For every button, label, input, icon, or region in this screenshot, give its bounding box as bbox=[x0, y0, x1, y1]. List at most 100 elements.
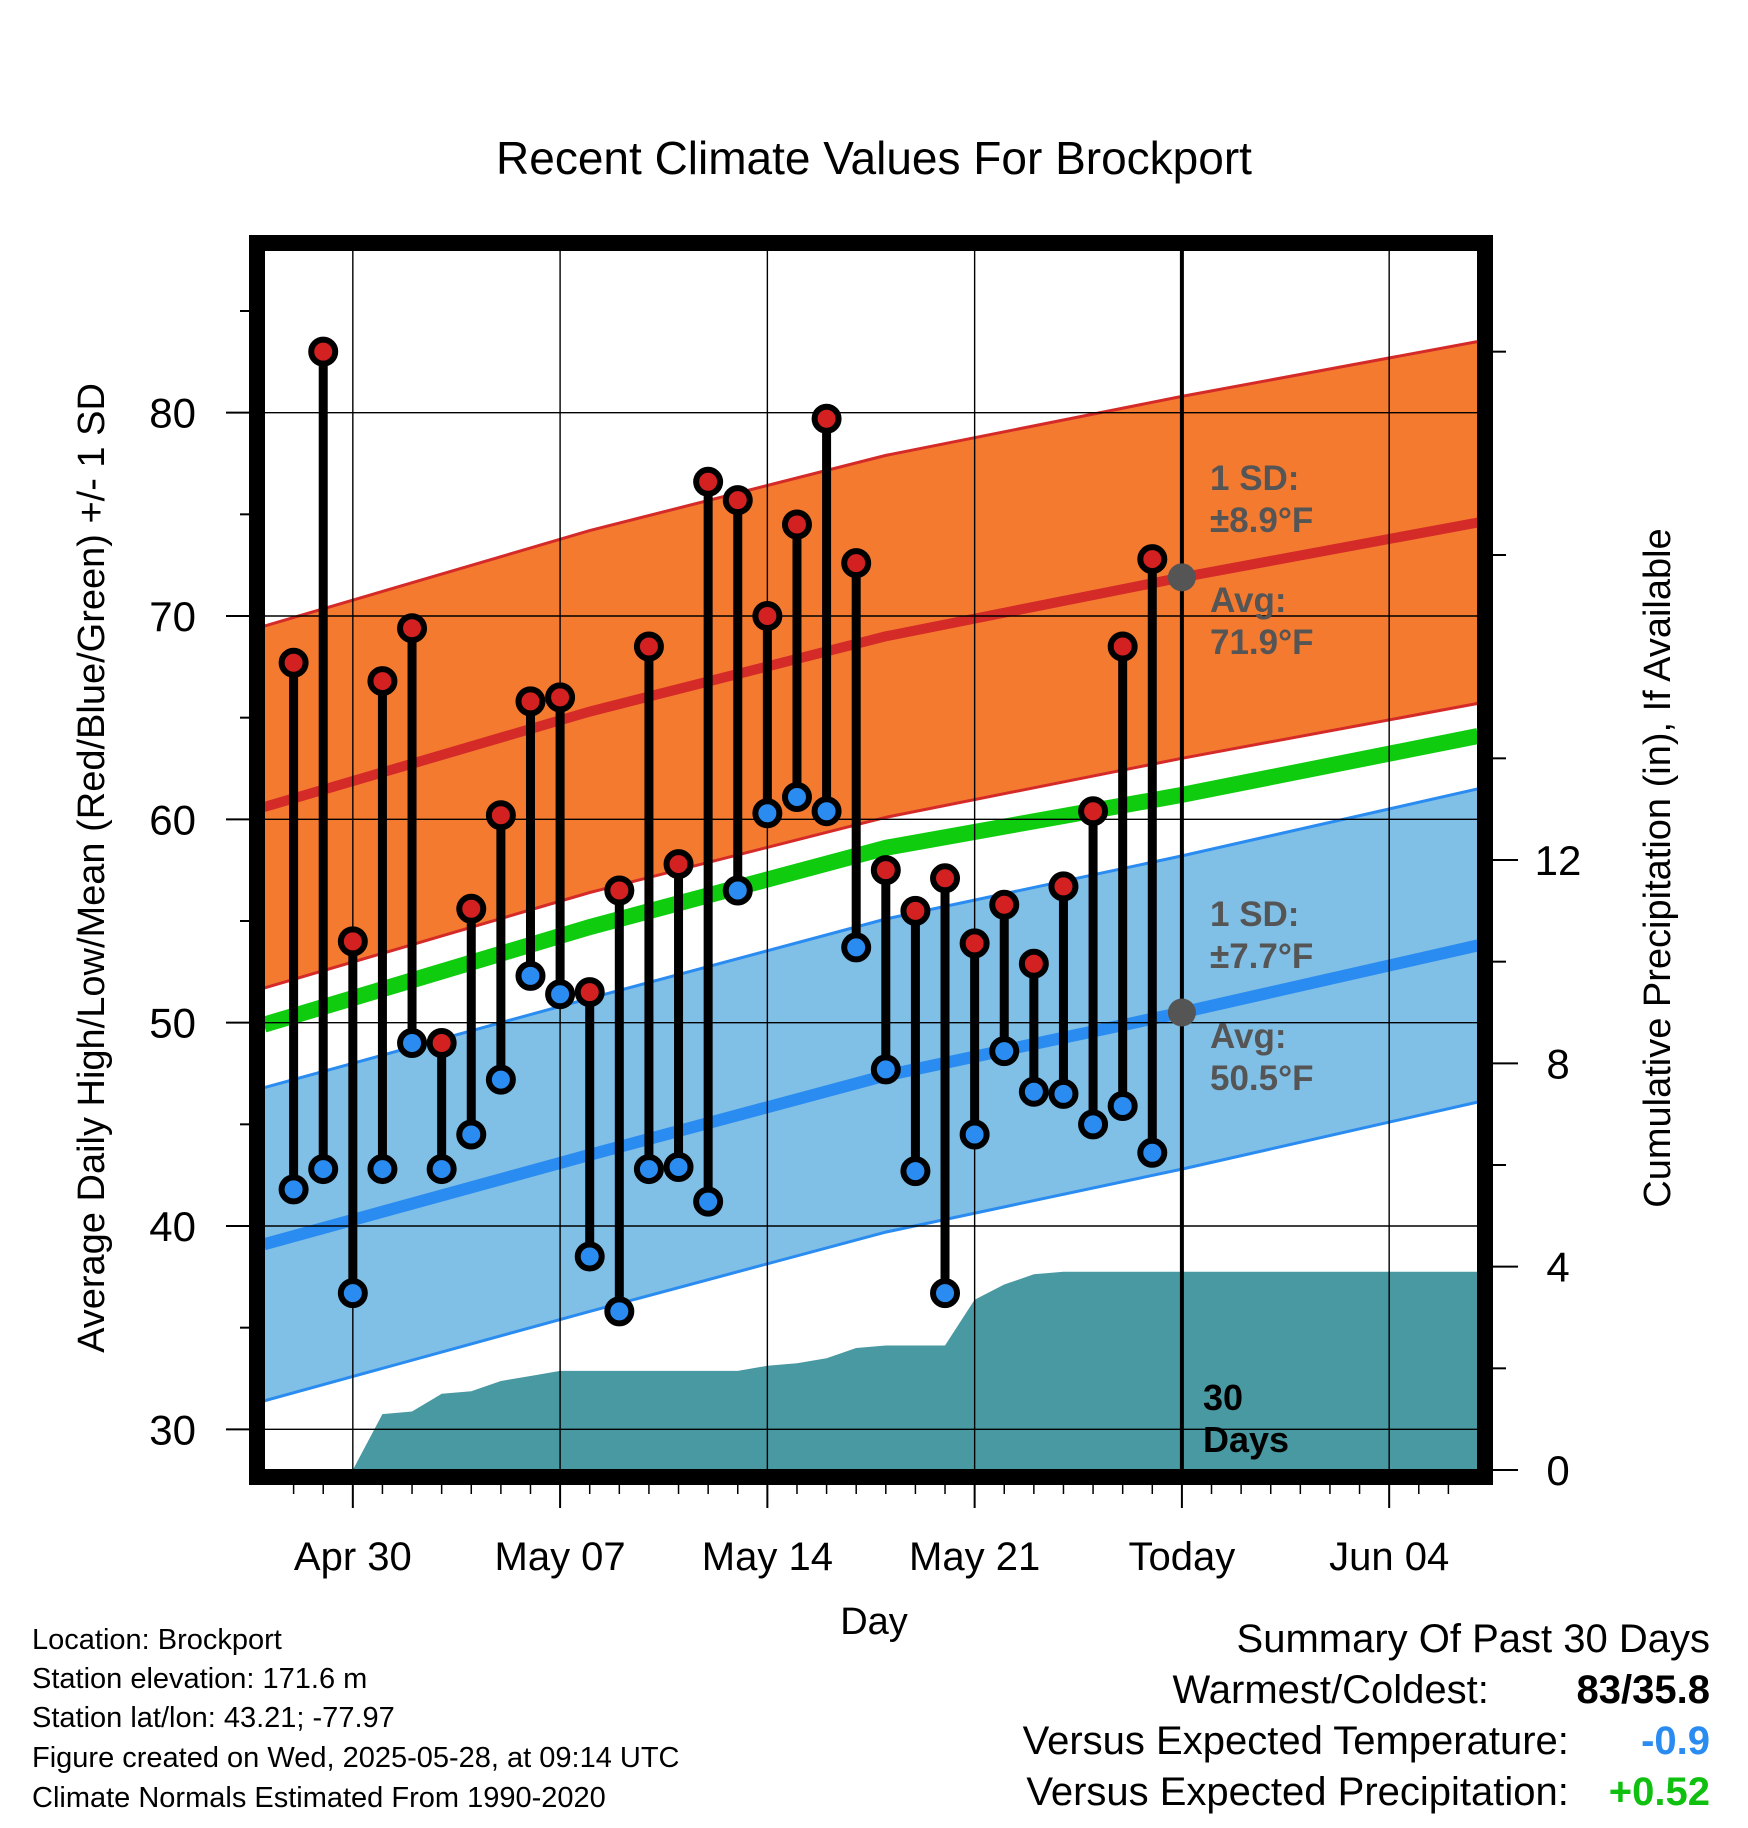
low-avg-value: 50.5°F bbox=[1210, 1059, 1314, 1098]
high-band-lower-edge bbox=[263, 701, 1479, 990]
summary-warm-cold-row: Warmest/Coldest: 83/35.8 bbox=[1173, 1668, 1711, 1713]
warm-cold-value: 83/35.8 bbox=[1576, 1668, 1710, 1712]
daily-low-point bbox=[811, 796, 842, 827]
y2-tick-label: 0 bbox=[1546, 1447, 1569, 1494]
today-high-normal-marker bbox=[1167, 563, 1196, 592]
low-sd-band bbox=[264, 788, 1478, 1401]
x-tick-label: May 21 bbox=[909, 1535, 1040, 1579]
daily-low-point bbox=[397, 1028, 428, 1058]
daily-high-point bbox=[1107, 631, 1138, 662]
x-tick-label: Apr 30 bbox=[294, 1535, 412, 1579]
daily-high-point bbox=[722, 485, 753, 516]
y-tick-label: 70 bbox=[149, 593, 196, 640]
daily-high-point bbox=[959, 928, 990, 959]
daily-high-point bbox=[574, 977, 605, 1008]
daily-high-point bbox=[367, 666, 398, 697]
daily-low-point bbox=[485, 1064, 516, 1095]
daily-low-point bbox=[989, 1036, 1020, 1067]
daily-high-point bbox=[397, 613, 428, 644]
low-avg-label: Avg: bbox=[1210, 1017, 1286, 1056]
daily-low-point bbox=[545, 979, 576, 1010]
daily-high-point bbox=[781, 509, 812, 540]
high-band-upper-edge bbox=[263, 340, 1479, 628]
high-normal-line bbox=[262, 517, 1479, 812]
summary-title: Summary Of Past 30 Days bbox=[1236, 1617, 1710, 1661]
daily-low-point bbox=[722, 875, 753, 906]
daily-low-point bbox=[1018, 1076, 1049, 1107]
y-tick-label: 80 bbox=[149, 390, 196, 437]
today-low-normal-marker bbox=[1167, 998, 1196, 1027]
x-axis-label: Day bbox=[840, 1601, 908, 1643]
chart-title: Recent Climate Values For Brockport bbox=[496, 132, 1252, 184]
y2-tick-label: 8 bbox=[1546, 1040, 1569, 1087]
precip-vs-expected-label: Versus Expected Precipitation: bbox=[1026, 1770, 1569, 1814]
normals-text: Climate Normals Estimated From 1990-2020 bbox=[32, 1782, 606, 1814]
daily-low-point bbox=[337, 1278, 368, 1309]
daily-low-point bbox=[870, 1054, 901, 1085]
temp-vs-expected-value: -0.9 bbox=[1641, 1719, 1710, 1763]
daily-high-point bbox=[1078, 796, 1109, 827]
low-band-lower-edge bbox=[263, 1100, 1479, 1403]
daily-high-point bbox=[1048, 871, 1079, 902]
daily-low-point bbox=[930, 1278, 961, 1309]
high-sd-band bbox=[264, 341, 1478, 989]
daily-low-point bbox=[752, 798, 783, 829]
high-avg-value: 71.9°F bbox=[1210, 623, 1314, 662]
daily-high-point bbox=[278, 647, 309, 678]
daily-low-point bbox=[781, 781, 812, 812]
high-sd-label: 1 SD: bbox=[1210, 459, 1299, 498]
summary-temp-row: Versus Expected Temperature: -0.9 bbox=[1023, 1719, 1710, 1764]
daily-low-point bbox=[367, 1154, 398, 1185]
days-count-label: 30 bbox=[1203, 1377, 1243, 1418]
x-tick-label: May 14 bbox=[702, 1535, 833, 1579]
daily-low-point bbox=[1078, 1109, 1109, 1140]
y-tick-label: 30 bbox=[149, 1406, 196, 1453]
created-text: Figure created on Wed, 2025-05-28, at 09… bbox=[32, 1742, 680, 1774]
daily-high-point bbox=[337, 926, 368, 957]
daily-high-point bbox=[841, 548, 872, 579]
y-axis-label: Average Daily High/Low/Mean (Red/Blue/Gr… bbox=[71, 383, 113, 1353]
daily-high-point bbox=[485, 800, 516, 831]
daily-low-point bbox=[633, 1154, 664, 1185]
daily-low-point bbox=[900, 1156, 931, 1187]
daily-high-point bbox=[870, 855, 901, 886]
cumulative-precip-area bbox=[352, 1271, 1478, 1470]
daily-low-point bbox=[663, 1152, 694, 1183]
plot-frame bbox=[249, 235, 1493, 1485]
x-tick-label: Today bbox=[1129, 1535, 1236, 1579]
y-tick-label: 50 bbox=[149, 1000, 196, 1047]
y2-axis-label: Cumulative Precipitation (in), If Availa… bbox=[1637, 528, 1679, 1207]
daily-low-point bbox=[959, 1119, 990, 1150]
y2-tick-label: 4 bbox=[1546, 1244, 1569, 1291]
daily-low-point bbox=[574, 1241, 605, 1272]
precip-vs-expected-value: +0.52 bbox=[1608, 1770, 1710, 1814]
y-tick-label: 40 bbox=[149, 1203, 196, 1250]
daily-high-point bbox=[604, 875, 635, 906]
daily-high-point bbox=[308, 336, 339, 367]
temp-vs-expected-label: Versus Expected Temperature: bbox=[1022, 1719, 1569, 1763]
days-word-label: Days bbox=[1203, 1419, 1289, 1460]
mean-normal-line bbox=[261, 728, 1480, 1033]
low-sd-label: 1 SD: bbox=[1210, 895, 1299, 934]
daily-high-point bbox=[545, 682, 576, 713]
location-text: Location: Brockport bbox=[32, 1624, 282, 1656]
daily-high-point bbox=[752, 601, 783, 631]
daily-low-point bbox=[515, 960, 546, 991]
daily-high-point bbox=[900, 895, 931, 926]
daily-low-point bbox=[1048, 1078, 1079, 1109]
daily-high-point bbox=[1018, 948, 1049, 979]
y-tick-label: 60 bbox=[149, 796, 196, 843]
daily-high-point bbox=[515, 686, 546, 717]
x-tick-label: Jun 04 bbox=[1329, 1535, 1449, 1579]
high-avg-label: Avg: bbox=[1210, 581, 1286, 620]
daily-low-point bbox=[604, 1296, 635, 1327]
daily-low-point bbox=[456, 1119, 487, 1150]
daily-high-point bbox=[633, 631, 664, 662]
latlon-text: Station lat/lon: 43.21; -77.97 bbox=[32, 1702, 395, 1734]
daily-high-point bbox=[989, 889, 1020, 920]
daily-high-point bbox=[1137, 544, 1168, 575]
daily-low-point bbox=[1107, 1091, 1138, 1122]
daily-high-point bbox=[930, 863, 961, 894]
daily-high-point bbox=[456, 893, 487, 924]
daily-low-point bbox=[693, 1186, 724, 1217]
